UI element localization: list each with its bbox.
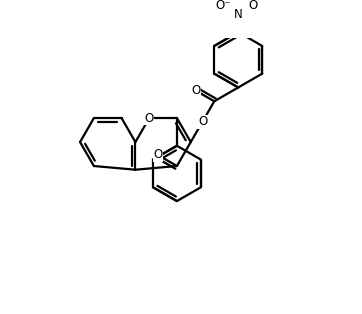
Text: O: O [191, 84, 200, 97]
Text: N: N [234, 8, 243, 21]
Text: O: O [144, 111, 154, 125]
Text: O⁻: O⁻ [216, 0, 231, 12]
Text: O: O [198, 115, 207, 128]
Text: O: O [248, 0, 258, 12]
Text: O: O [153, 149, 163, 161]
